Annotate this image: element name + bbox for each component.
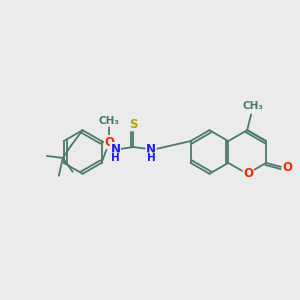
Text: CH₃: CH₃: [99, 116, 120, 126]
Text: O: O: [283, 161, 293, 174]
Text: N: N: [110, 142, 120, 155]
Text: H: H: [111, 153, 120, 163]
Text: S: S: [129, 118, 137, 131]
Text: O: O: [104, 136, 114, 148]
Text: O: O: [243, 167, 253, 180]
Text: H: H: [147, 153, 155, 163]
Text: CH₃: CH₃: [243, 101, 264, 111]
Text: N: N: [146, 142, 156, 155]
